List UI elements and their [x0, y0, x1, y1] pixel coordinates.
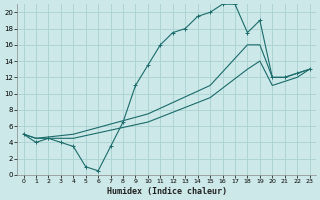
X-axis label: Humidex (Indice chaleur): Humidex (Indice chaleur)	[107, 187, 227, 196]
